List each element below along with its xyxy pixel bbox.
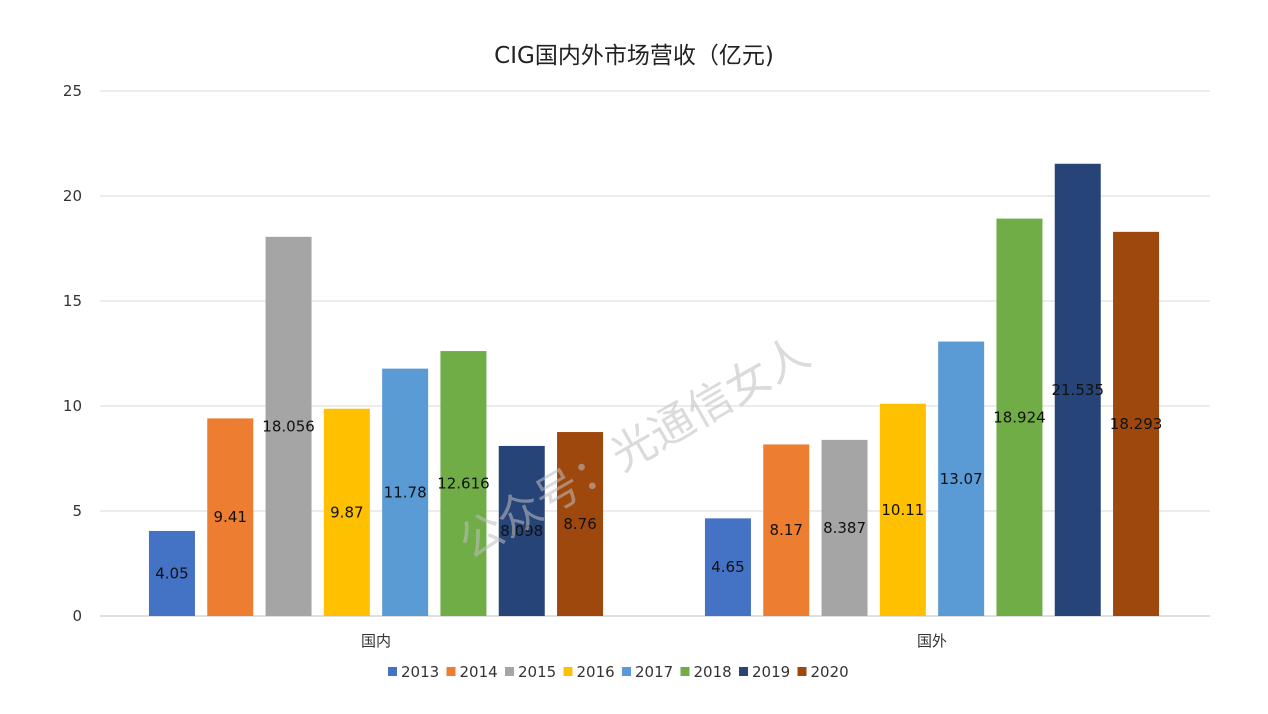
legend-swatch [739,667,748,676]
bar-2016-0 [323,408,370,616]
legend-label: 2015 [518,663,556,681]
y-tick-label: 5 [72,502,82,520]
data-label: 9.41 [214,508,247,526]
data-label: 18.293 [1110,415,1163,433]
legend-swatch [680,667,690,676]
data-label: 18.924 [993,408,1046,426]
data-label: 10.11 [881,501,924,519]
bar-2016-1 [879,403,926,616]
legend-swatch [505,667,514,676]
data-label: 12.616 [437,475,490,493]
data-label: 4.65 [711,558,744,576]
legend-label: 2020 [811,663,849,681]
data-label: 8.387 [823,519,866,537]
data-label: 11.78 [384,483,427,501]
bar-2015-0 [265,236,312,616]
legend-label: 2014 [460,663,498,681]
data-label: 8.76 [563,515,596,533]
x-category-label: 国外 [917,632,947,650]
bar-2014-0 [207,418,254,616]
y-tick-label: 25 [63,82,82,100]
x-category-label: 国内 [361,632,391,650]
bar-2020-0 [557,432,604,616]
data-label: 4.05 [155,564,188,582]
legend-label: 2016 [577,663,615,681]
bar-2015-1 [821,439,868,616]
bar-2014-1 [763,444,810,616]
bar-2018-1 [996,218,1043,616]
legend-swatch [563,667,573,676]
chart-title: CIG国内外市场营收（亿元) [494,43,774,69]
legend-swatch [446,667,456,676]
y-tick-label: 15 [63,292,82,310]
data-label: 9.87 [330,503,363,521]
y-tick-label: 0 [72,607,82,625]
y-tick-label: 20 [63,187,82,205]
bar-2013-1 [704,518,751,616]
legend-label: 2018 [694,663,732,681]
bar-2020-1 [1113,231,1160,617]
y-tick-label: 10 [63,397,82,415]
data-label: 13.07 [940,470,983,488]
bar-2018-0 [440,351,487,616]
data-label: 8.17 [770,521,803,539]
bar-2017-0 [382,368,429,616]
bar-2019-0 [498,445,545,616]
legend-label: 2019 [752,663,790,681]
data-label: 18.056 [262,417,315,435]
legend-swatch [622,667,631,676]
bar-2019-1 [1054,163,1101,616]
legend-swatch [797,667,807,676]
data-label: 21.535 [1052,381,1105,399]
bar-2017-1 [938,341,985,616]
legend-label: 2017 [635,663,673,681]
legend-swatch [388,667,397,676]
data-label: 8.098 [500,522,543,540]
legend-label: 2013 [401,663,439,681]
bar-2013-0 [148,530,195,616]
